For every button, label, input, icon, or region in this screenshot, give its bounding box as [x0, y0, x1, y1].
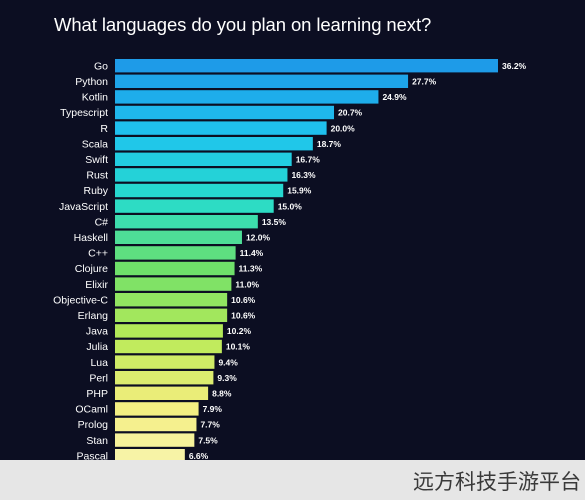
bar-haskell: [115, 230, 242, 244]
category-label: Scala: [82, 138, 108, 150]
value-label: 10.2%: [227, 326, 252, 336]
value-label: 18.7%: [317, 139, 342, 149]
category-label: Python: [75, 76, 108, 88]
value-label: 10.6%: [231, 311, 256, 321]
value-label: 7.5%: [198, 435, 218, 445]
value-label: 24.9%: [382, 92, 407, 102]
bar-go: [115, 59, 498, 73]
bar-erlang: [115, 308, 228, 322]
value-label: 11.0%: [235, 279, 259, 289]
bar-java: [115, 324, 223, 338]
value-label: 10.1%: [226, 342, 251, 352]
watermark-text: 远方科技手游平台: [413, 470, 581, 494]
category-label: Lua: [90, 357, 108, 369]
value-label: 11.3%: [239, 264, 263, 274]
category-label: R: [100, 123, 108, 135]
category-label: Go: [94, 60, 108, 72]
bar-ruby: [115, 183, 284, 198]
category-label: C#: [95, 216, 109, 228]
bar-typescript: [115, 105, 335, 120]
bar-ocaml: [115, 402, 199, 416]
bar-perl: [115, 371, 214, 385]
value-label: 20.0%: [331, 123, 356, 133]
bar-pascal: [115, 449, 185, 463]
bar-stan: [115, 433, 195, 447]
value-label: 8.8%: [212, 389, 232, 399]
value-label: 36.2%: [502, 61, 527, 71]
bar-rust: [115, 168, 288, 182]
value-label: 10.6%: [231, 295, 256, 305]
category-label: Julia: [86, 341, 108, 353]
category-label: PHP: [86, 388, 108, 400]
value-label: 13.5%: [262, 217, 287, 227]
category-label: Clojure: [75, 263, 108, 275]
value-label: 15.0%: [278, 201, 303, 211]
category-label: Kotlin: [82, 92, 108, 104]
footer-band: [0, 460, 585, 500]
category-label: Erlang: [78, 310, 109, 322]
bar-php: [115, 386, 209, 400]
category-label: Ruby: [83, 185, 108, 197]
value-label: 11.4%: [240, 248, 264, 258]
bar-objective-c: [115, 293, 228, 307]
bar-julia: [115, 339, 222, 354]
value-label: 7.9%: [203, 404, 223, 414]
value-label: 16.3%: [291, 170, 316, 180]
value-label: 15.9%: [287, 186, 312, 196]
category-label: Swift: [85, 154, 108, 166]
category-label: Haskell: [74, 232, 108, 244]
category-label: Rust: [86, 170, 108, 182]
value-label: 12.0%: [246, 233, 271, 243]
bar-python: [115, 74, 409, 88]
value-label: 20.7%: [338, 108, 363, 118]
bar-chart: Go 36.2% Python 27.7% Kotlin 24.9% Typescript 2…: [53, 59, 527, 470]
value-label: 6.6%: [189, 451, 209, 461]
category-label: C++: [88, 248, 108, 260]
bar-prolog: [115, 417, 197, 432]
bar-elixir: [115, 277, 232, 291]
value-label: 7.7%: [200, 420, 220, 430]
category-label: Stan: [86, 435, 108, 447]
bar-c-: [115, 246, 236, 260]
bar-c-: [115, 215, 258, 229]
category-label: JavaScript: [59, 201, 108, 213]
value-label: 9.4%: [218, 357, 238, 367]
bar-kotlin: [115, 90, 379, 104]
bar-lua: [115, 355, 215, 369]
value-label: 27.7%: [412, 77, 437, 87]
bar-swift: [115, 152, 292, 166]
category-label: Pascal: [76, 450, 108, 462]
bar-javascript: [115, 199, 274, 213]
category-label: Prolog: [78, 419, 109, 431]
bar-r: [115, 121, 327, 135]
category-label: OCaml: [75, 404, 108, 416]
category-label: Perl: [89, 372, 108, 384]
value-label: 16.7%: [296, 155, 321, 165]
category-label: Elixir: [85, 279, 108, 291]
category-label: Objective-C: [53, 294, 108, 306]
bar-clojure: [115, 261, 235, 276]
bar-scala: [115, 137, 313, 151]
category-label: Typescript: [60, 107, 108, 119]
category-label: Java: [86, 326, 108, 338]
value-label: 9.3%: [217, 373, 237, 383]
chart-title: What languages do you plan on learning n…: [54, 14, 432, 35]
